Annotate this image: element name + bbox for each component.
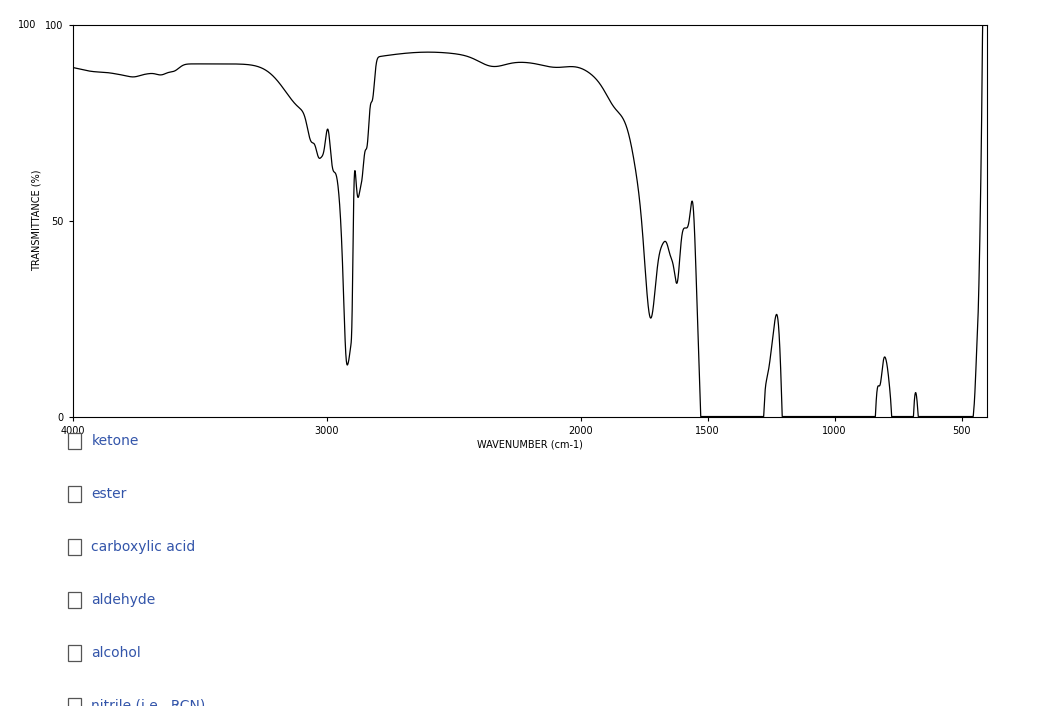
Y-axis label: TRANSMITTANCE (%): TRANSMITTANCE (%) (31, 170, 42, 271)
Text: nitrile (i.e., RCN): nitrile (i.e., RCN) (91, 699, 206, 706)
Text: carboxylic acid: carboxylic acid (91, 540, 195, 554)
Text: aldehyde: aldehyde (91, 593, 156, 607)
Text: 100: 100 (18, 20, 36, 30)
X-axis label: WAVENUMBER (cm-1): WAVENUMBER (cm-1) (477, 440, 583, 450)
Text: alcohol: alcohol (91, 646, 141, 660)
Text: ketone: ketone (91, 434, 139, 448)
Text: ester: ester (91, 487, 127, 501)
